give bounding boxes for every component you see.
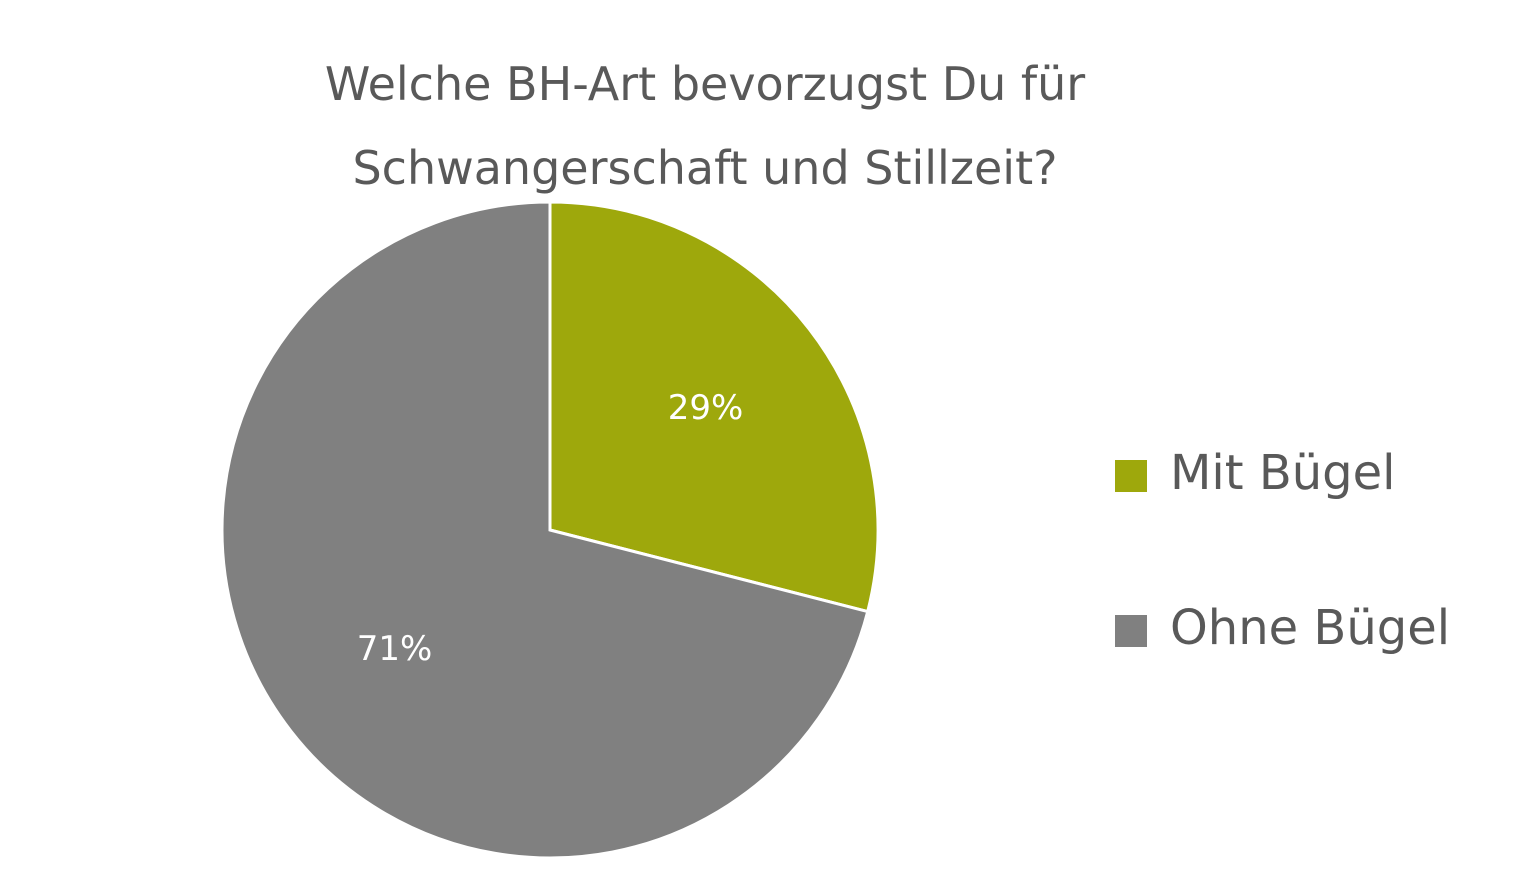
data-label: 71% [357, 629, 433, 669]
chart-title: Welche BH-Art bevorzugst Du für Schwange… [324, 57, 1086, 195]
legend-swatch [1115, 460, 1147, 492]
pie-slice [220, 200, 870, 860]
pie-slice [548, 200, 880, 614]
legend-label: Ohne Bügel [1170, 600, 1450, 656]
data-label: 29% [668, 388, 744, 428]
legend-swatch [1115, 615, 1147, 647]
legend-label: Mit Bügel [1170, 445, 1396, 501]
